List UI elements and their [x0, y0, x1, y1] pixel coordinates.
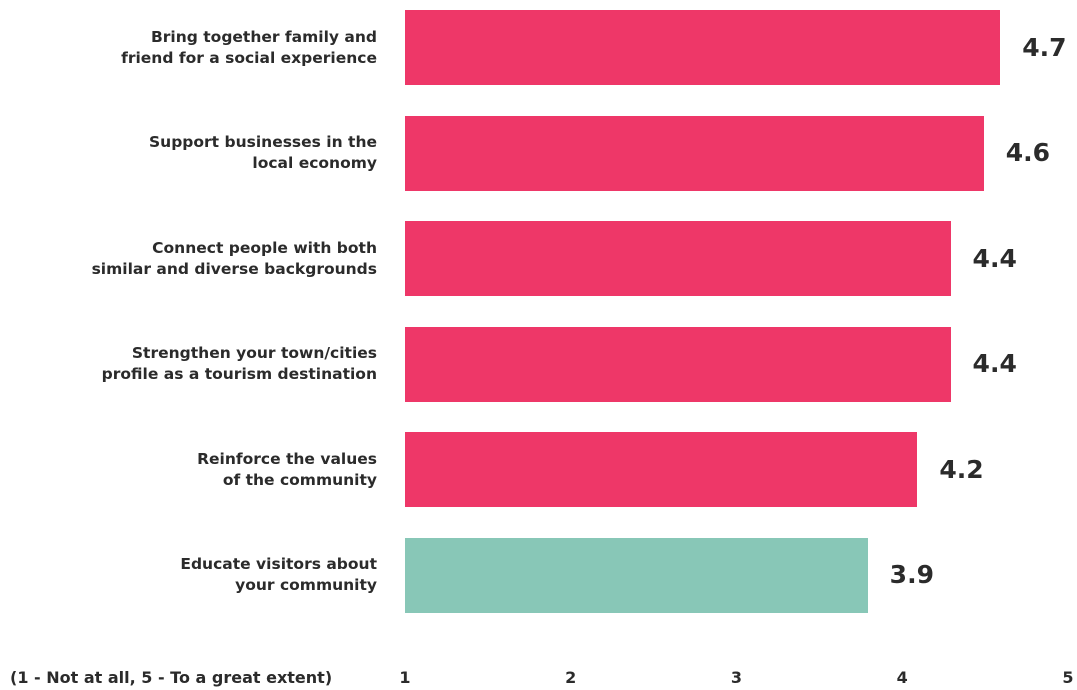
bar — [405, 115, 984, 191]
category-label-line: Strengthen your town/cities — [131, 344, 377, 362]
value-label: 4.2 — [939, 454, 984, 484]
bar — [405, 537, 868, 613]
value-label: 4.7 — [1022, 32, 1067, 62]
category-label: Educate visitors about your community — [17, 554, 377, 596]
category-label-line: friend for a social experience — [121, 48, 377, 67]
bar — [405, 221, 951, 296]
category-label-line: Support businesses in the — [149, 133, 377, 151]
x-tick-label: 4 — [896, 668, 908, 687]
bar — [405, 326, 951, 402]
category-label: Reinforce the values of the community — [17, 449, 377, 491]
bar — [405, 10, 1001, 85]
x-tick-label: 1 — [399, 668, 411, 687]
value-label: 4.4 — [972, 349, 1017, 378]
category-label-line: Reinforce the values — [197, 449, 377, 468]
category-label: Strengthen your town/cities profile as a … — [17, 343, 377, 385]
category-label: Bring together family and friend for a so… — [17, 27, 377, 69]
value-label: 4.6 — [1005, 138, 1050, 167]
category-label: Connect people with both similar and dive… — [17, 238, 377, 280]
category-label-line: your community — [235, 576, 377, 594]
category-label-line: profile as a tourism destination — [101, 365, 377, 383]
x-tick-label: 2 — [565, 668, 577, 687]
category-label: Support businesses in the local economy — [17, 132, 377, 174]
category-label-line: local economy — [252, 154, 377, 172]
bar — [405, 432, 918, 507]
category-label-line: similar and diverse backgrounds — [91, 259, 377, 278]
x-tick-label: 3 — [730, 668, 743, 687]
value-label: 3.9 — [889, 560, 934, 589]
x-tick-label: 5 — [1062, 668, 1074, 687]
category-label-line: Connect people with both — [152, 238, 377, 257]
x-axis-scale-note: (1 - Not at all, 5 - To a great extent) — [10, 668, 333, 687]
value-label: 4.4 — [972, 243, 1017, 273]
category-label-line: of the community — [222, 470, 377, 489]
category-label-line: Educate visitors about — [180, 555, 377, 573]
category-label-line: Bring together family and — [150, 27, 377, 46]
